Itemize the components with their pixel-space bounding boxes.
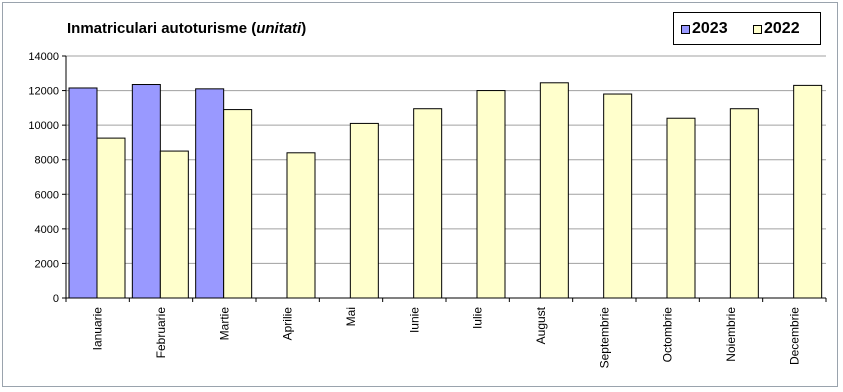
bar-2022-august xyxy=(539,82,569,299)
x-tick-label: Februarie xyxy=(154,307,168,359)
y-tick-label: 10000 xyxy=(28,120,59,132)
bar-2023-ianuarie xyxy=(68,87,98,299)
bar-2022-septembrie xyxy=(603,93,633,299)
chart-title-main: Inmatriculari autoturisme ( xyxy=(67,20,257,37)
bar-2022-decembrie xyxy=(793,84,823,299)
x-tick-label: Septembrie xyxy=(597,307,611,369)
bar-2022-februarie xyxy=(159,150,189,299)
bar-2022-iulie xyxy=(476,90,506,299)
y-tick-label: 12000 xyxy=(28,86,59,98)
bar-2022-iunie xyxy=(413,108,443,299)
y-tick-label: 14000 xyxy=(28,51,59,63)
x-tick-label: Decembrie xyxy=(787,307,801,365)
legend-label-2023: 2023 xyxy=(692,20,728,37)
x-tick-label: Ianuarie xyxy=(91,307,105,351)
x-tick-label: Iulie xyxy=(471,307,485,329)
y-tick-label: 8000 xyxy=(35,155,59,167)
x-tick-label: August xyxy=(534,306,548,344)
chart-title: Inmatriculari autoturisme (unitati) xyxy=(67,20,306,37)
chart-title-unit: unitati xyxy=(256,20,302,37)
y-tick-label: 0 xyxy=(53,293,59,305)
legend-item-2023: 2023 xyxy=(681,20,728,38)
bar-2023-martie xyxy=(195,88,225,299)
legend-swatch-2023 xyxy=(681,24,690,34)
bar-2023-februarie xyxy=(131,84,161,299)
x-tick-label: Octombrie xyxy=(661,307,675,363)
legend-label-2022: 2022 xyxy=(764,20,800,37)
bar-2022-aprilie xyxy=(286,152,316,299)
x-tick-label: Mai xyxy=(344,307,358,326)
y-tick-label: 4000 xyxy=(35,224,59,236)
x-tick-label: Noiembrie xyxy=(724,307,738,362)
chart-title-suffix: ) xyxy=(301,20,307,37)
bar-2022-mai xyxy=(349,122,379,299)
x-tick-label: Iunie xyxy=(407,307,421,333)
y-tick-label: 2000 xyxy=(35,258,59,270)
chart-legend: 2023 2022 xyxy=(673,12,821,45)
x-tick-label: Martie xyxy=(217,307,231,341)
y-tick-label: 6000 xyxy=(35,189,59,201)
x-tick-label: Aprilie xyxy=(281,307,295,341)
bar-2022-martie xyxy=(223,109,253,299)
bar-2022-ianuarie xyxy=(96,137,126,299)
legend-swatch-2022 xyxy=(753,24,762,34)
legend-item-2022: 2022 xyxy=(753,20,800,38)
bar-2022-noiembrie xyxy=(729,108,759,299)
bar-2022-octombrie xyxy=(666,117,696,299)
